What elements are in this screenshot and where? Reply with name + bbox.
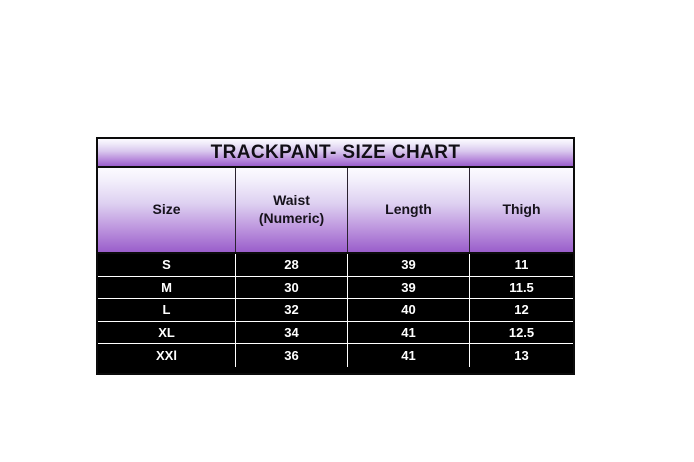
cell-length: 41: [348, 344, 470, 367]
cell-thigh: 11: [514, 257, 529, 273]
cell-waist: 28: [236, 254, 348, 276]
cell-length: 39: [348, 254, 470, 276]
column-header-waist-label: Waist: [273, 192, 310, 209]
cell-length: 40: [348, 299, 470, 321]
cell-size: S: [98, 254, 236, 276]
table-body: S 28 39 11 M 30 39 11.5 L 32 40 12 XL 34…: [98, 254, 573, 367]
column-header-waist: Waist (Numeric): [236, 168, 348, 252]
column-header-length: Length: [348, 168, 470, 252]
cell-size: L: [98, 299, 236, 321]
cell-waist: 36: [236, 344, 348, 367]
table-row: S 28 39 11: [98, 254, 573, 277]
table-row: XL 34 41 12.5: [98, 321, 573, 345]
cell-size: XL: [98, 321, 236, 344]
table-row: L 32 40 12: [98, 299, 573, 322]
cell-waist: 30: [236, 276, 348, 299]
cell-length: 41: [348, 321, 470, 344]
cell-thigh: 12: [514, 302, 529, 318]
column-header-length-label: Length: [385, 201, 432, 218]
column-header-thigh-label: Thigh: [502, 201, 541, 218]
cell-waist: 32: [236, 299, 348, 321]
table-header-row: Size Waist (Numeric) Length Thigh: [98, 168, 573, 254]
cell-waist: 34: [236, 321, 348, 344]
column-header-thigh: Thigh: [470, 168, 573, 252]
cell-thigh: 13: [514, 348, 529, 364]
column-header-size-label: Size: [152, 201, 181, 218]
table-row: M 30 39 11.5: [98, 276, 573, 300]
cell-size: M: [98, 276, 236, 299]
cell-length: 39: [348, 276, 470, 299]
cell-size: XXl: [98, 344, 236, 367]
chart-title-bar: TRACKPANT- SIZE CHART: [98, 139, 573, 168]
column-header-size: Size: [98, 168, 236, 252]
column-header-waist-sublabel: (Numeric): [258, 210, 325, 226]
page-title: TRACKPANT- SIZE CHART: [210, 142, 461, 163]
trackpant-size-chart-table: TRACKPANT- SIZE CHART Size Waist (Numeri…: [96, 137, 575, 375]
cell-thigh: 11.5: [509, 279, 534, 295]
cell-thigh: 12.5: [508, 325, 535, 341]
table-row: XXl 36 41 13: [98, 344, 573, 367]
